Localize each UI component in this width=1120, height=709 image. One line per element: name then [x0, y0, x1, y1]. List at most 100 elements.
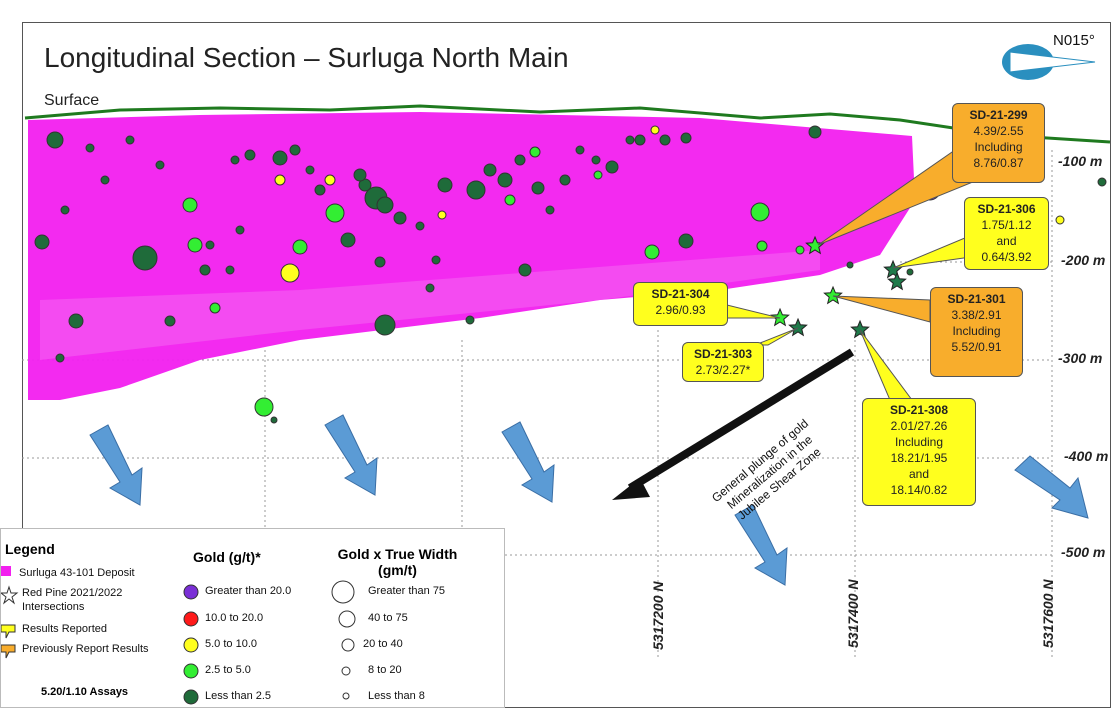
map-title: Longitudinal Section – Surluga North Mai…	[44, 42, 569, 73]
legend-intersections-2: Intersections	[22, 601, 85, 613]
sample-point	[305, 165, 315, 175]
sample-point	[756, 240, 768, 252]
callout-sd-21-308: SD-21-308 2.01/27.26 Including 18.21/1.95 a…	[862, 398, 976, 506]
sample-point	[314, 184, 326, 196]
gold-legend-item: Less than 2.5	[205, 690, 272, 702]
sample-point	[680, 132, 692, 144]
sample-point	[529, 146, 541, 158]
gold-legend-item: 5.0 to 10.0	[205, 638, 257, 650]
sample-point	[182, 197, 198, 213]
gold-legend-item: Greater than 20.0	[205, 585, 292, 597]
legend-intersections: Red Pine 2021/2022	[22, 587, 123, 599]
sample-point	[906, 268, 914, 276]
drillhole-star	[887, 271, 907, 291]
surface-label: Surface	[44, 92, 100, 109]
sample-point	[518, 263, 532, 277]
northing-label: 5317400 N	[845, 579, 861, 648]
sample-point	[376, 196, 394, 214]
sample-point	[625, 135, 635, 145]
callout-sd-21-303: SD-21-303 2.73/2.27*	[682, 342, 764, 382]
sample-point	[431, 255, 441, 265]
surface-line	[24, 104, 1111, 144]
depth-label: -100 m	[1056, 153, 1105, 169]
callout-pointers	[726, 149, 992, 401]
sample-point	[514, 154, 526, 166]
sample-point	[205, 240, 215, 250]
sample-point	[85, 143, 95, 153]
drillhole-star	[770, 307, 790, 327]
sample-point	[244, 149, 256, 161]
width-legend-item: 20 to 40	[363, 638, 403, 650]
callout-sd-21-306: SD-21-306 1.75/1.12 and 0.64/3.92	[964, 197, 1049, 270]
callout-sd-21-299: SD-21-299 4.39/2.55 Including 8.76/0.87	[952, 103, 1045, 183]
sample-point	[230, 155, 240, 165]
sample-point	[125, 135, 135, 145]
sample-point	[425, 283, 435, 293]
legend-results-reported: Results Reported	[22, 623, 107, 635]
sample-point	[437, 177, 453, 193]
sample-point	[483, 163, 497, 177]
drillhole-star	[823, 285, 843, 305]
sample-point	[659, 134, 671, 146]
sample-point	[340, 232, 356, 248]
drillhole-star	[883, 259, 903, 279]
sample-point	[100, 175, 110, 185]
northing-label: 5317200 N	[650, 581, 666, 650]
sample-point	[644, 244, 660, 260]
gold-legend-title: Gold (g/t)*	[193, 549, 261, 565]
sample-point	[466, 180, 486, 200]
sample-point	[280, 263, 300, 283]
legend-previous-results: Previously Report Results	[22, 643, 149, 655]
gold-legend-item: 10.0 to 20.0	[205, 612, 264, 624]
callout-sd-21-301: SD-21-301 3.38/2.91 Including 5.52/0.91	[930, 287, 1023, 377]
width-legend-item: 8 to 20	[368, 664, 402, 676]
depth-label: -300 m	[1056, 350, 1105, 366]
sample-point	[209, 302, 221, 314]
width-legend-title: Gold x True Width (gm/t)	[337, 546, 458, 578]
sample-point	[393, 211, 407, 225]
sample-point	[808, 125, 822, 139]
northing-label: 5317600 N	[1040, 579, 1056, 648]
sample-point	[272, 150, 288, 166]
legend-title: Legend	[5, 541, 55, 557]
drillhole-star	[788, 317, 808, 337]
legend-symbols	[1, 566, 356, 705]
depth-label: -500 m	[1059, 544, 1108, 560]
drillhole-stars	[770, 235, 907, 339]
sample-point	[437, 210, 447, 220]
sample-point	[132, 245, 158, 271]
sample-point	[325, 203, 345, 223]
sample-point	[254, 397, 274, 417]
north-label: N015°	[1053, 32, 1095, 49]
sample-point	[504, 194, 516, 206]
width-legend-item: Greater than 75	[368, 585, 446, 597]
sample-point	[605, 160, 619, 174]
drillhole-star	[850, 319, 870, 339]
sample-point	[559, 174, 571, 186]
legend: Legend Surluga 43-101 Deposit Red Pine 2…	[0, 528, 505, 708]
svg-text:N: N	[1014, 56, 1023, 70]
sample-point	[846, 261, 854, 269]
legend-deposit: Surluga 43-101 Deposit	[19, 567, 135, 579]
sample-point	[1055, 215, 1065, 225]
sample-point	[750, 202, 770, 222]
blue-arrows	[89, 414, 1089, 586]
sample-point	[155, 160, 165, 170]
sample-point	[374, 314, 396, 336]
width-legend-item: Less than 8	[368, 690, 425, 702]
sample-point	[187, 237, 203, 253]
sample-point	[465, 315, 475, 325]
sample-point	[225, 265, 235, 275]
sample-point	[289, 144, 301, 156]
sample-point	[324, 174, 336, 186]
sample-point	[34, 234, 50, 250]
sample-point	[650, 125, 660, 135]
sample-point	[270, 416, 278, 424]
sample-point	[235, 225, 245, 235]
sample-point	[575, 145, 585, 155]
sample-point	[1097, 177, 1107, 187]
sample-point	[497, 172, 513, 188]
sample-point	[274, 174, 286, 186]
sample-point	[164, 315, 176, 327]
